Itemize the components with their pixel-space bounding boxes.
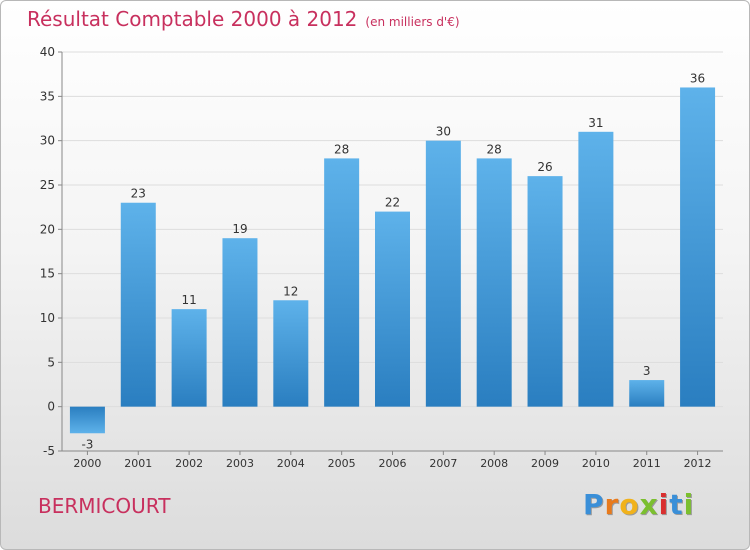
data-label: 22 [385,196,400,210]
logo-letter: o [619,488,640,521]
x-tick-label: 2012 [684,457,712,470]
x-tick-label: 2011 [633,457,661,470]
y-tick-label: 10 [40,311,55,325]
bar [527,176,563,407]
y-tick-label: 15 [40,267,55,281]
data-label: 36 [690,71,705,85]
logo-letter: t [669,488,684,521]
x-tick-label: 2001 [124,457,152,470]
data-label: 31 [588,116,603,130]
data-label: 19 [232,222,247,236]
bar [171,309,207,407]
y-tick-label: 25 [40,178,55,192]
data-label: 30 [436,125,451,139]
data-label: 23 [131,187,146,201]
bar [578,131,614,407]
chart-subtitle: (en milliers d'€) [365,15,460,29]
axes: -5 0 5 10 15 20 25 30 35 40 2000 2001 2002 2003 2004 20… [40,45,723,470]
x-tick-label: 2010 [582,457,610,470]
commune-name: BERMICOURT [38,494,171,518]
x-tick-label: 2007 [429,457,457,470]
proxiti-logo: Proxiti [583,488,694,521]
bar [425,140,461,407]
data-label: 28 [334,142,349,156]
logo-letter: i [683,488,695,521]
x-tick-label: 2004 [277,457,305,470]
bar [324,158,360,407]
bar [273,300,309,407]
logo-letter: x [639,488,659,521]
bar [222,238,258,407]
data-labels: -3 23 11 19 12 28 22 30 28 26 31 3 36 [81,71,705,451]
logo-letter: r [604,488,620,521]
y-tick-label: 5 [47,355,55,369]
bar [476,158,512,407]
chart-title-text: Résultat Comptable 2000 à 2012 [27,7,358,31]
bar [120,202,156,407]
x-tick-label: 2009 [531,457,559,470]
bar [69,406,105,434]
data-label: 28 [487,142,502,156]
data-label: 26 [537,160,552,174]
y-tick-label: 40 [40,45,55,59]
bar [375,211,410,407]
bar [629,380,665,407]
logo-letter: P [583,488,605,521]
x-tick-label: 2005 [328,457,356,470]
data-label: 12 [283,284,298,298]
logo-letter: i [658,488,670,521]
x-tick-label: 2006 [379,457,407,470]
x-tick-label: 2003 [226,457,254,470]
x-tick-label: 2000 [73,457,101,470]
bars [69,87,716,434]
y-tick-label: 20 [40,222,55,236]
chart-title: Résultat Comptable 2000 à 2012 (en millie… [27,7,460,31]
y-tick-label: 35 [40,89,55,103]
bar [680,87,716,407]
x-tick-label: 2008 [480,457,508,470]
data-label: 11 [181,293,196,307]
data-label: -3 [81,437,93,451]
x-tick-label: 2002 [175,457,203,470]
y-tick-label: 0 [47,400,55,414]
y-tick-label: -5 [43,444,55,458]
data-label: 3 [643,364,651,378]
y-tick-label: 30 [40,134,55,148]
